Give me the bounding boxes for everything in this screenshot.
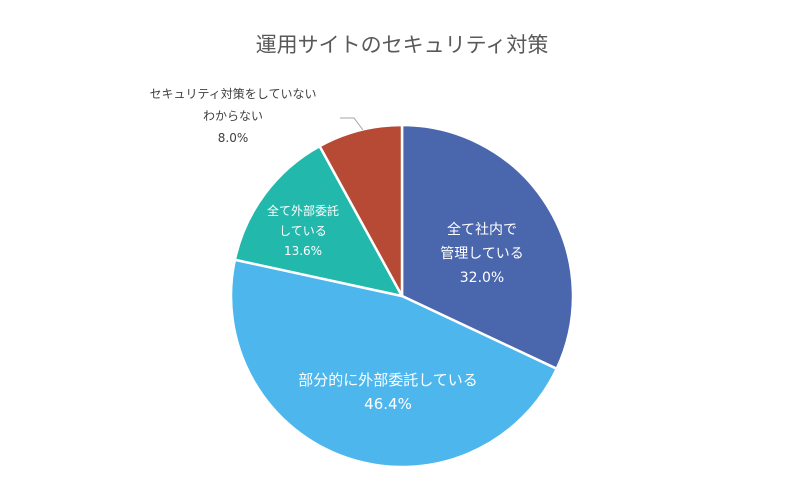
slice-value-label-0: 32.0% — [460, 270, 504, 286]
pie-slice-3 — [318, 123, 404, 298]
slice-value-label-2: 13.6% — [284, 244, 322, 258]
slice-category-label-0: 管理している — [440, 246, 524, 262]
pie-slice-0 — [400, 123, 575, 371]
slice-category-label-1: 部分的に外部委託している — [298, 371, 478, 389]
slice-category-label-3: わからない — [203, 109, 263, 123]
slice-value-label-1: 46.4% — [364, 395, 412, 413]
pie-slices — [229, 123, 575, 469]
chart-title: 運用サイトのセキュリティ対策 — [256, 33, 549, 57]
leader-line-3 — [340, 117, 364, 131]
slice-category-label-3: セキュリティ対策をしていない — [150, 87, 317, 101]
slice-value-label-3: 8.0% — [218, 131, 249, 145]
slice-category-label-2: 全て外部委託 — [267, 203, 339, 218]
slice-category-label-0: 全て社内で — [447, 221, 517, 238]
pie-slice-1 — [229, 258, 558, 469]
slice-category-label-2: している — [279, 224, 327, 238]
pie-slice-2 — [233, 144, 404, 298]
